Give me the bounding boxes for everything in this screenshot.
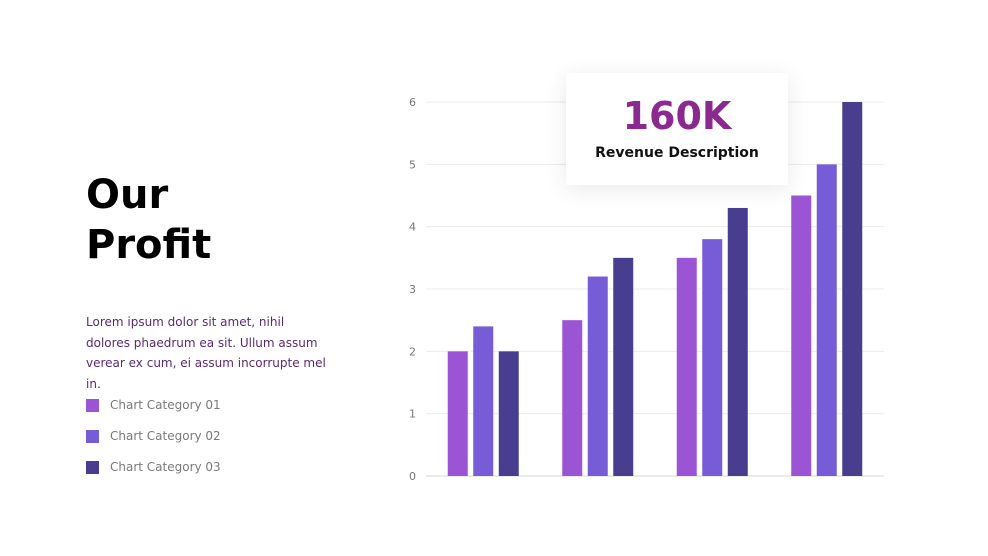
revenue-callout-card: 160K Revenue Description — [566, 73, 788, 185]
bar-series-3-group-2 — [613, 257, 634, 476]
legend-label-category-03: Chart Category 03 — [110, 460, 221, 474]
chart-legend: Chart Category 01 Chart Category 02 Char… — [86, 396, 221, 489]
bar-series-1-group-4 — [791, 195, 812, 476]
bar-series-1-group-2 — [562, 320, 583, 476]
bar-series-3-group-3 — [727, 207, 748, 476]
description-text: Lorem ipsum dolor sit amet, nihil dolore… — [86, 315, 326, 391]
bar-series-2-group-3 — [702, 239, 723, 476]
bar-series-2-group-2 — [587, 276, 608, 476]
page-title-line-2: Profit — [86, 222, 212, 268]
y-tick-label-5: 5 — [409, 158, 416, 171]
revenue-value: 160K — [622, 94, 732, 138]
y-tick-label-4: 4 — [409, 221, 416, 234]
legend-label-category-01: Chart Category 01 — [110, 398, 221, 412]
legend-swatch-category-03 — [86, 460, 99, 474]
legend-item-category-01: Chart Category 01 — [86, 396, 221, 414]
legend-swatch-category-01 — [86, 398, 99, 412]
bar-series-2-group-4 — [816, 164, 837, 477]
page-title-line-1: Our — [86, 172, 169, 218]
y-tick-label-1: 1 — [409, 408, 416, 421]
y-tick-label-3: 3 — [409, 283, 416, 296]
bar-series-3-group-4 — [842, 102, 863, 476]
legend-item-category-02: Chart Category 02 — [86, 427, 221, 445]
y-tick-label-0: 0 — [409, 470, 416, 483]
y-tick-label-6: 6 — [409, 96, 416, 109]
page-title: Our Profit — [86, 170, 211, 270]
bar-series-1-group-1 — [447, 351, 468, 476]
bar-series-1-group-3 — [676, 257, 697, 476]
y-tick-label-2: 2 — [409, 345, 416, 358]
bar-series-3-group-1 — [498, 351, 519, 476]
legend-label-category-02: Chart Category 02 — [110, 429, 221, 443]
legend-swatch-category-02 — [86, 429, 99, 443]
bar-series-2-group-1 — [473, 326, 494, 476]
legend-item-category-03: Chart Category 03 — [86, 458, 221, 476]
revenue-label: Revenue Description — [595, 145, 759, 161]
